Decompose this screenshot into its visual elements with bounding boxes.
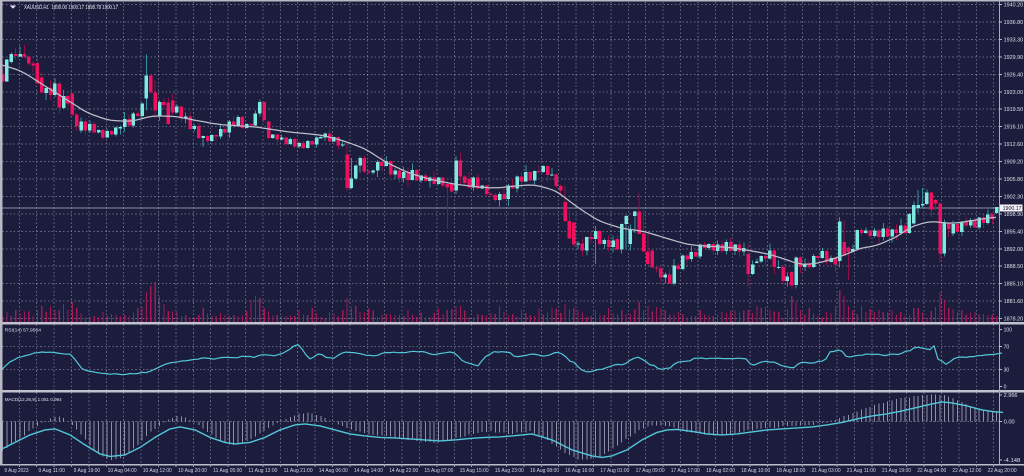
svg-text:18 Aug 02:00: 18 Aug 02:00 — [706, 468, 735, 474]
svg-text:1909.20: 1909.20 — [1004, 160, 1024, 166]
svg-text:17 Aug 01:00: 17 Aug 01:00 — [600, 468, 629, 474]
svg-text:22 Aug 20:00: 22 Aug 20:00 — [988, 468, 1017, 474]
svg-text:RSI(14) 57.9504: RSI(14) 57.9504 — [5, 327, 42, 333]
svg-text:16 Aug 16:00: 16 Aug 16:00 — [565, 468, 594, 474]
svg-text:1923.00: 1923.00 — [1004, 90, 1024, 96]
svg-text:1912.60: 1912.60 — [1004, 142, 1024, 148]
svg-text:11 Aug 21:00: 11 Aug 21:00 — [284, 468, 313, 474]
svg-text:0: 0 — [1004, 385, 1007, 391]
svg-text:21 Aug 03:00: 21 Aug 03:00 — [812, 468, 841, 474]
svg-text:2.966: 2.966 — [1004, 393, 1018, 399]
svg-text:11 Aug 13:00: 11 Aug 13:00 — [248, 468, 277, 474]
svg-text:1916.10: 1916.10 — [1004, 125, 1024, 131]
svg-text:9 Aug 2023: 9 Aug 2023 — [4, 468, 28, 474]
svg-text:15 Aug 23:00: 15 Aug 23:00 — [495, 468, 524, 474]
svg-text:10 Aug 12:00: 10 Aug 12:00 — [143, 468, 172, 474]
svg-text:1926.40: 1926.40 — [1004, 72, 1024, 78]
svg-text:1933.30: 1933.30 — [1004, 37, 1024, 43]
svg-text:1881.60: 1881.60 — [1004, 299, 1024, 305]
svg-text:1892.00: 1892.00 — [1004, 247, 1024, 253]
svg-text:30: 30 — [1004, 367, 1010, 373]
svg-text:14 Aug 22:00: 14 Aug 22:00 — [389, 468, 418, 474]
svg-text:1895.40: 1895.40 — [1004, 229, 1024, 235]
svg-text:1900.17: 1900.17 — [1003, 206, 1022, 212]
svg-text:1929.90: 1929.90 — [1004, 55, 1024, 61]
svg-text:1885.10: 1885.10 — [1004, 282, 1024, 288]
svg-text:17 Aug 09:00: 17 Aug 09:00 — [636, 468, 665, 474]
svg-text:100: 100 — [1004, 328, 1012, 334]
svg-text:MACD(12,26,9) 1.051 0.964: MACD(12,26,9) 1.051 0.964 — [5, 397, 62, 403]
svg-text:21 Aug 19:00: 21 Aug 19:00 — [882, 468, 911, 474]
svg-text:22 Aug 04:00: 22 Aug 04:00 — [917, 468, 946, 474]
svg-text:14 Aug 14:00: 14 Aug 14:00 — [354, 468, 383, 474]
svg-text:1888.50: 1888.50 — [1004, 264, 1024, 270]
svg-text:1898.90: 1898.90 — [1004, 212, 1024, 218]
svg-text:15 Aug 07:00: 15 Aug 07:00 — [424, 468, 453, 474]
svg-text:1905.80: 1905.80 — [1004, 177, 1024, 183]
svg-text:0.00: 0.00 — [1004, 419, 1015, 425]
svg-text:1940.20: 1940.20 — [1004, 3, 1024, 9]
svg-text:1919.50: 1919.50 — [1004, 107, 1024, 113]
svg-text:9 Aug 19:00: 9 Aug 19:00 — [74, 468, 101, 474]
svg-text:1902.30: 1902.30 — [1004, 194, 1024, 200]
svg-text:-4.148: -4.148 — [1004, 458, 1021, 464]
svg-text:1878.20: 1878.20 — [1004, 317, 1024, 323]
svg-text:10 Aug 20:00: 10 Aug 20:00 — [178, 468, 207, 474]
svg-text:10 Aug 04:00: 10 Aug 04:00 — [108, 468, 137, 474]
svg-text:21 Aug 11:00: 21 Aug 11:00 — [847, 468, 876, 474]
svg-text:17 Aug 17:00: 17 Aug 17:00 — [671, 468, 700, 474]
svg-text:22 Aug 12:00: 22 Aug 12:00 — [952, 468, 981, 474]
svg-text:18 Aug 18:00: 18 Aug 18:00 — [776, 468, 805, 474]
svg-text:9 Aug 11:00: 9 Aug 11:00 — [38, 468, 65, 474]
svg-text:18 Aug 10:00: 18 Aug 10:00 — [741, 468, 770, 474]
svg-text:11 Aug 05:00: 11 Aug 05:00 — [213, 468, 242, 474]
svg-text:70: 70 — [1004, 345, 1010, 351]
svg-text:16 Aug 08:00: 16 Aug 08:00 — [530, 468, 559, 474]
svg-text:1936.80: 1936.80 — [1004, 20, 1024, 26]
svg-text:15 Aug 15:00: 15 Aug 15:00 — [460, 468, 489, 474]
svg-text:XAUUSD,H1 1899.00 1900.17 189: XAUUSD,H1 1899.00 1900.17 1898.78 1900.1… — [24, 5, 118, 11]
svg-text:14 Aug 06:00: 14 Aug 06:00 — [319, 468, 348, 474]
